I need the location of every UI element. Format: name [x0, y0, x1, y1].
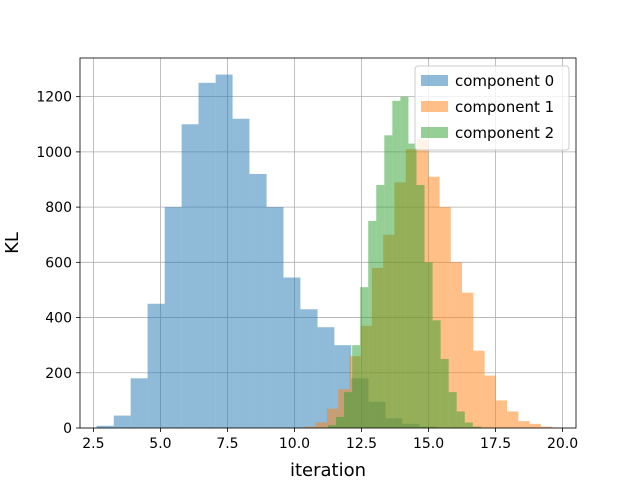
legend-swatch — [421, 127, 448, 138]
histogram-bar — [408, 143, 417, 428]
histogram-bar — [518, 421, 530, 428]
histogram-bar — [473, 350, 485, 428]
x-tick-label: 17.5 — [480, 436, 511, 452]
histogram-bar — [376, 185, 385, 428]
series-2-bars — [328, 96, 481, 429]
histogram-bar — [368, 220, 377, 428]
histogram-bar — [338, 389, 350, 428]
histogram-bar — [439, 207, 451, 428]
histogram-bar — [300, 309, 318, 428]
legend-label: component 0 — [455, 72, 554, 90]
histogram-bar — [317, 327, 335, 428]
histogram-bar — [448, 392, 457, 428]
histogram-bar — [181, 124, 199, 429]
histogram-bar — [450, 262, 463, 428]
y-tick-label: 1000 — [36, 145, 72, 161]
histogram-bar — [326, 408, 339, 428]
x-tick-label: 12.5 — [346, 436, 377, 452]
histogram-bar — [328, 425, 337, 428]
y-tick-label: 600 — [45, 255, 72, 271]
histogram-bar — [96, 425, 114, 428]
histogram-bar — [344, 392, 353, 428]
x-tick-label: 7.5 — [216, 436, 238, 452]
series-0-bars — [96, 74, 437, 429]
histogram-bar — [215, 74, 233, 428]
y-axis-label: KL — [2, 232, 23, 254]
y-tick-label: 400 — [45, 311, 72, 327]
legend-frame — [414, 65, 570, 151]
x-tick-label: 20.0 — [547, 436, 578, 452]
x-axis-ticks: 2.5 5.0 7.5 10.0 12.5 15.0 17.5 20.0 — [82, 428, 578, 452]
histogram-bar — [164, 207, 182, 428]
histogram-bar — [428, 176, 440, 428]
histogram-bar — [424, 262, 433, 428]
y-tick-label: 800 — [45, 200, 72, 216]
histogram-bar — [304, 426, 316, 428]
bars — [96, 74, 559, 429]
y-tick-label: 200 — [45, 366, 72, 382]
histogram-bar — [540, 426, 553, 428]
x-tick-label: 10.0 — [279, 436, 310, 452]
plot-frame — [79, 57, 577, 429]
histogram-bar — [464, 422, 473, 428]
histogram-bar — [384, 135, 393, 429]
histogram-bar — [472, 426, 481, 428]
histogram-bar — [392, 100, 401, 428]
histogram-bar — [249, 173, 267, 428]
histogram-bar — [315, 422, 327, 428]
legend-swatch — [421, 101, 448, 112]
legend: component 0 component 1 component 2 — [414, 65, 570, 151]
histogram-bar — [198, 82, 216, 429]
histogram-bar — [440, 358, 449, 428]
histogram-bar — [352, 345, 361, 428]
histogram-bar — [283, 277, 301, 428]
x-tick-label: 5.0 — [149, 436, 171, 452]
histogram-bar — [130, 378, 148, 428]
histogram-bar — [113, 415, 131, 428]
histogram-bar — [529, 423, 541, 428]
histogram-bar — [416, 185, 425, 428]
legend-label: component 1 — [455, 98, 554, 116]
histogram-bar — [507, 411, 519, 428]
histogram-bar — [432, 320, 441, 428]
histogram-bar — [456, 411, 465, 428]
histogram-bar — [336, 416, 345, 428]
histogram-bar — [462, 292, 474, 428]
legend-label: component 2 — [455, 124, 554, 142]
histogram-bar — [232, 118, 250, 428]
x-axis-label: iteration — [290, 460, 366, 480]
histogram-bar — [495, 400, 508, 428]
y-tick-label: 1200 — [36, 90, 72, 106]
histogram-bar — [266, 207, 284, 428]
y-tick-label: 0 — [63, 421, 72, 437]
legend-swatch — [421, 75, 448, 86]
x-tick-label: 2.5 — [82, 436, 104, 452]
x-tick-label: 15.0 — [413, 436, 444, 452]
y-axis-ticks: 0 200 400 600 800 1000 1200 — [36, 90, 80, 437]
histogram-bar — [360, 287, 369, 428]
histogram-bar — [400, 96, 409, 429]
histogram-bar — [147, 303, 165, 428]
histogram-bar — [484, 375, 496, 428]
